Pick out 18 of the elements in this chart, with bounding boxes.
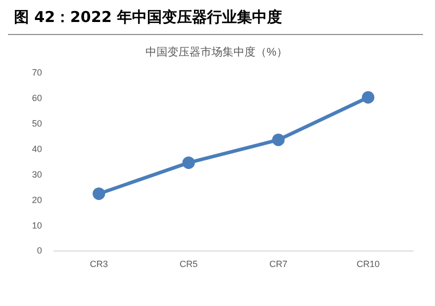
x-tick-label: CR3 (90, 259, 108, 270)
y-tick-label: 10 (32, 220, 42, 230)
point (182, 156, 195, 169)
y-tick-label: 40 (32, 144, 42, 154)
point (272, 134, 285, 146)
y-tick-label: 20 (32, 194, 42, 205)
y-tick-label: 50 (32, 118, 42, 129)
y-tick-label: 70 (32, 68, 42, 78)
chart-title: 图 42：2022 年中国变压器行业集中度 (14, 8, 282, 27)
y-tick-label: 30 (32, 169, 42, 180)
y-tick-label: 60 (32, 93, 42, 104)
point (362, 91, 374, 104)
x-tick-label: CR10 (356, 259, 380, 270)
chart-subtitle: 中国变压器市场集中度（%） (146, 46, 288, 59)
x-tick-label: CR7 (269, 259, 288, 270)
point (92, 187, 106, 200)
x-tick-label: CR5 (180, 259, 198, 270)
y-tick-label: 0 (36, 246, 42, 256)
